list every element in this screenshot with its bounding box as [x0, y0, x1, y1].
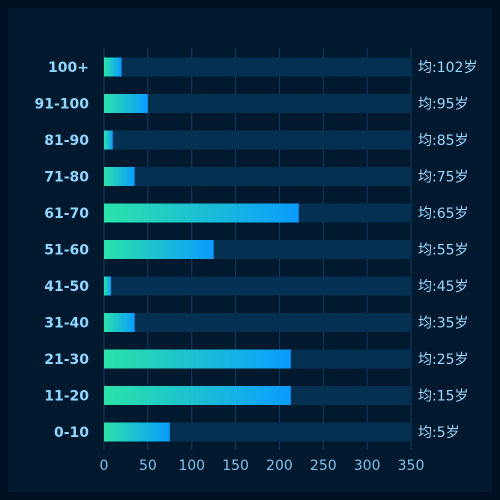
category-label: 91-100	[34, 97, 89, 113]
bar	[104, 94, 148, 113]
category-label: 41-50	[44, 279, 89, 295]
category-label: 11-20	[44, 389, 89, 405]
category-label: 0-10	[54, 425, 89, 441]
value-label: 均:15岁	[418, 389, 469, 405]
category-label: 31-40	[44, 316, 89, 332]
x-tick-label: 250	[310, 458, 337, 474]
bar	[104, 240, 214, 259]
category-labels: 100+ 91-100 81-90 71-80 61-70 51-60 41-50 31-40…	[34, 60, 89, 441]
x-tick-label: 100	[178, 458, 205, 474]
bar	[104, 386, 291, 405]
bar-track	[104, 167, 411, 186]
bar-track	[104, 130, 411, 150]
bar	[104, 276, 112, 296]
bar	[104, 130, 113, 150]
category-label: 51-60	[44, 243, 89, 259]
x-tick-label: 200	[266, 458, 293, 474]
bar-track	[104, 422, 411, 442]
value-label: 均:55岁	[418, 243, 469, 259]
bar-track	[104, 94, 411, 113]
x-tick-label: 0	[100, 458, 109, 474]
chart-panel: 100+ 91-100 81-90 71-80 61-70 51-60 41-50 31-40…	[8, 8, 492, 492]
x-axis-ticks: 0 50 100 150 200 250 300 350	[100, 458, 425, 474]
bar-track	[104, 313, 411, 332]
value-labels: 均:102岁均:95岁均:85岁均:75岁均:65岁均:55岁均:45岁均:35…	[418, 60, 477, 441]
value-label: 均:102岁	[418, 60, 477, 76]
x-tick-label: 350	[398, 458, 425, 474]
category-label: 61-70	[44, 206, 89, 222]
bar	[104, 313, 135, 332]
category-label: 21-30	[44, 352, 89, 368]
x-tick-label: 50	[139, 458, 157, 474]
bar-track	[104, 276, 411, 296]
bars	[104, 57, 299, 442]
value-label: 均:5岁	[418, 425, 460, 441]
category-label: 81-90	[44, 133, 89, 149]
category-label: 100+	[48, 60, 89, 76]
bar	[104, 203, 299, 223]
bar	[104, 167, 135, 186]
bar-chart: 100+ 91-100 81-90 71-80 61-70 51-60 41-50 31-40…	[34, 48, 477, 474]
bar-track	[104, 57, 411, 77]
value-label: 均:95岁	[418, 97, 469, 113]
value-label: 均:65岁	[418, 206, 469, 222]
category-label: 71-80	[44, 170, 89, 186]
x-tick-label: 150	[222, 458, 249, 474]
bar	[104, 57, 122, 77]
value-label: 均:25岁	[418, 352, 469, 368]
bar	[104, 422, 170, 442]
value-label: 均:75岁	[418, 170, 469, 186]
bar	[104, 349, 291, 369]
value-label: 均:85岁	[418, 133, 469, 149]
value-label: 均:35岁	[418, 316, 469, 332]
value-label: 均:45岁	[418, 279, 469, 295]
x-tick-label: 300	[354, 458, 381, 474]
